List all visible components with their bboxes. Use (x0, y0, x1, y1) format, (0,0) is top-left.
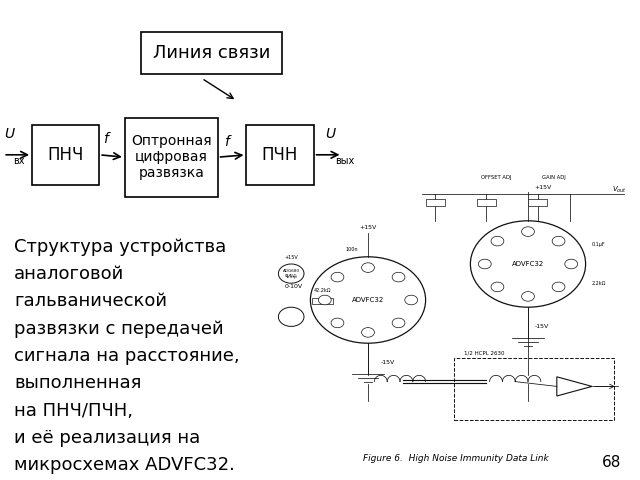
Polygon shape (557, 377, 592, 396)
Text: 100n: 100n (346, 247, 358, 252)
Circle shape (491, 236, 504, 246)
Text: выполненная: выполненная (14, 374, 141, 393)
Circle shape (362, 327, 374, 337)
Text: $V_{out}$: $V_{out}$ (612, 184, 627, 195)
Circle shape (331, 272, 344, 282)
Text: $f$: $f$ (225, 133, 233, 149)
Text: вых: вых (335, 156, 355, 166)
Circle shape (278, 264, 304, 283)
Bar (426, 199, 445, 206)
Text: 42.2kΩ: 42.2kΩ (314, 288, 332, 293)
Text: +15V: +15V (534, 185, 552, 190)
Text: Структура устройства: Структура устройства (14, 238, 227, 255)
Text: 68: 68 (602, 456, 621, 470)
Text: на ПНЧ/ПЧН,: на ПНЧ/ПЧН, (14, 402, 133, 420)
Text: сигнала на расстояние,: сигнала на расстояние, (14, 347, 240, 365)
Text: $U$: $U$ (4, 127, 17, 141)
Bar (32, 125, 99, 185)
Text: $V_{inp}$
0-10V: $V_{inp}$ 0-10V (285, 273, 303, 289)
Text: микросхемах ADVFC32.: микросхемах ADVFC32. (14, 456, 235, 474)
Circle shape (392, 318, 405, 328)
Circle shape (522, 227, 534, 236)
Bar (477, 199, 496, 206)
Bar (141, 32, 282, 74)
Circle shape (522, 291, 534, 301)
Text: гальванической: гальванической (14, 292, 167, 310)
Circle shape (362, 263, 374, 273)
Text: -15V: -15V (534, 324, 548, 329)
Text: развязки с передачей: развязки с передачей (14, 320, 224, 338)
Text: вх: вх (13, 156, 25, 166)
Bar (312, 298, 333, 304)
Text: ADVFC32: ADVFC32 (512, 261, 544, 267)
Text: +15V: +15V (360, 226, 376, 230)
Text: -15V: -15V (381, 360, 395, 365)
Circle shape (564, 259, 577, 269)
Text: +15V: +15V (284, 255, 298, 260)
Text: 0.1µF: 0.1µF (592, 242, 605, 247)
Text: 2.2kΩ: 2.2kΩ (592, 281, 606, 286)
Bar (282, 170, 630, 446)
Text: и её реализация на: и её реализация на (14, 429, 200, 447)
Circle shape (470, 221, 586, 307)
Circle shape (552, 236, 565, 246)
Text: ADVFC32: ADVFC32 (352, 297, 384, 303)
Circle shape (278, 307, 304, 326)
Text: OFFSET ADJ: OFFSET ADJ (481, 175, 511, 180)
Text: Оптронная
цифровая
развязка: Оптронная цифровая развязка (131, 134, 211, 180)
Text: Линия связи: Линия связи (152, 44, 270, 62)
Text: $f$: $f$ (102, 131, 111, 146)
Text: GAIN ADJ: GAIN ADJ (541, 175, 566, 180)
Bar (125, 118, 218, 197)
Circle shape (491, 282, 504, 292)
Circle shape (310, 257, 426, 343)
Text: $U$: $U$ (325, 127, 337, 141)
Text: ПНЧ: ПНЧ (47, 146, 84, 164)
Circle shape (404, 295, 417, 305)
Circle shape (319, 295, 332, 305)
Text: аналоговой: аналоговой (14, 265, 124, 283)
Text: Figure 6.  High Noise Immunity Data Link: Figure 6. High Noise Immunity Data Link (363, 454, 549, 463)
Text: 1/2 HCPL 2630: 1/2 HCPL 2630 (464, 350, 504, 355)
Bar (528, 199, 547, 206)
Circle shape (331, 318, 344, 328)
Text: ADG680
(2.5V): ADG680 (2.5V) (283, 269, 300, 278)
Bar (246, 125, 314, 185)
Circle shape (392, 272, 405, 282)
Circle shape (479, 259, 492, 269)
Circle shape (552, 282, 565, 292)
Bar (454, 358, 614, 420)
Text: ПЧН: ПЧН (262, 146, 298, 164)
